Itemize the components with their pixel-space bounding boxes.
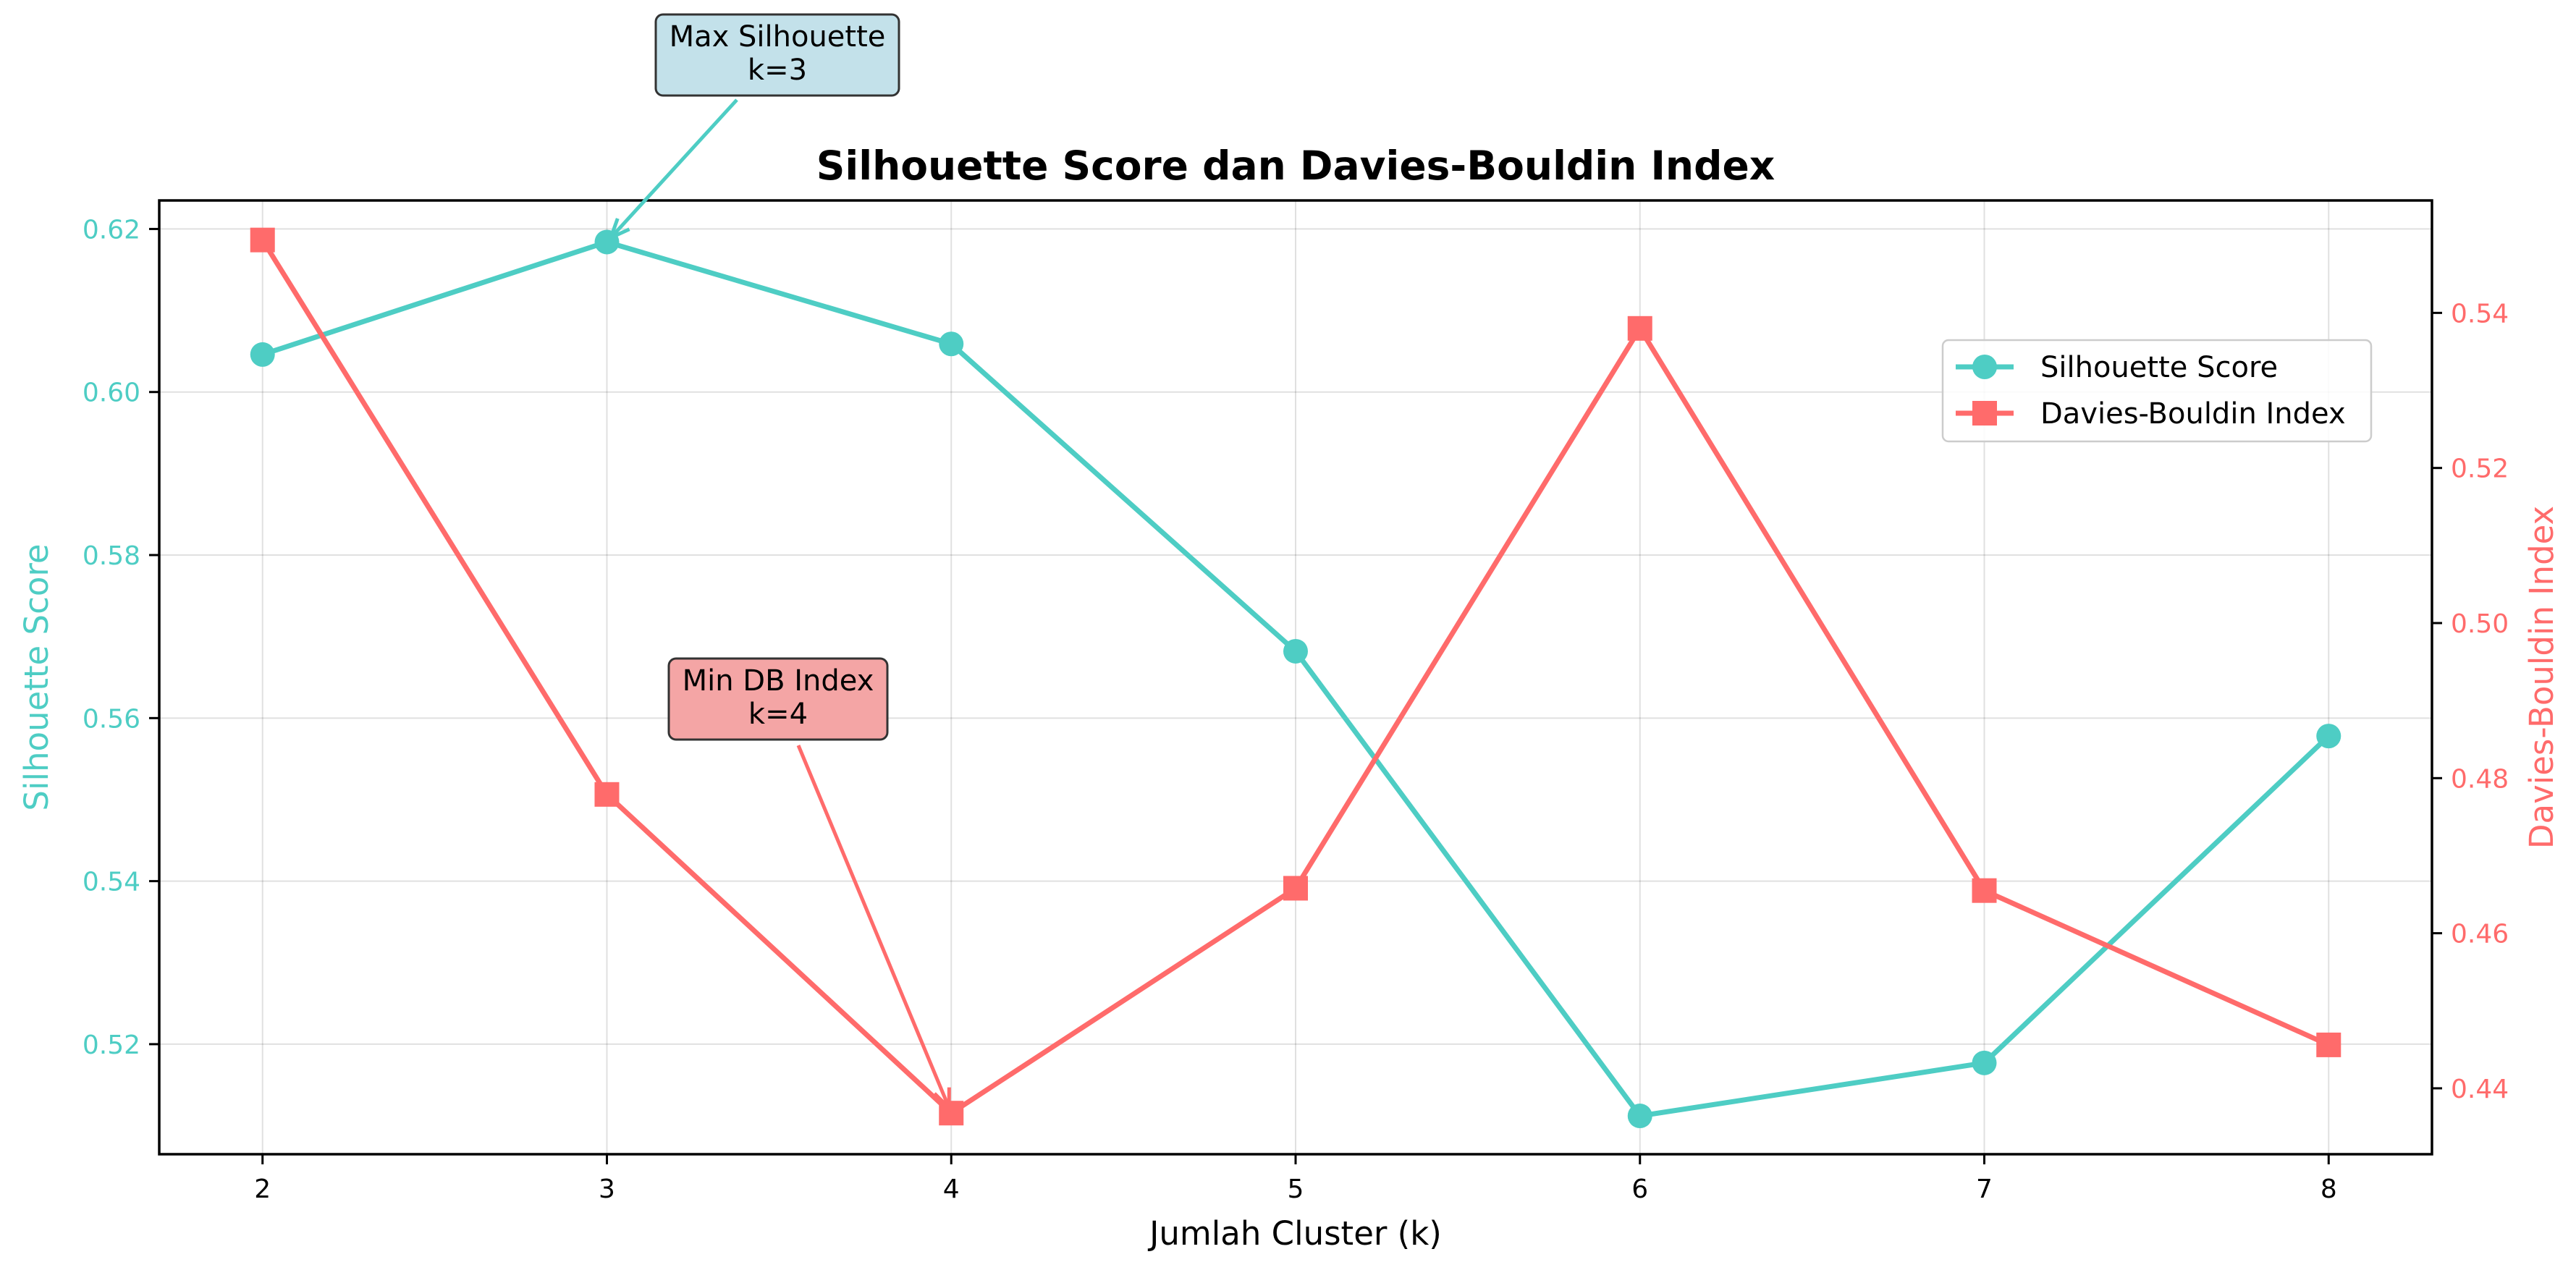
y-left-tick-label: 0.52 (83, 1030, 140, 1060)
data-point-silhouette (1627, 1104, 1652, 1129)
data-point-davies-bouldin (1972, 878, 1997, 903)
data-point-davies-bouldin (1283, 876, 1308, 901)
data-point-davies-bouldin (1627, 316, 1652, 341)
y-right-tick-label: 0.46 (2451, 920, 2509, 949)
x-axis: 2 3 4 5 6 7 8 (254, 1154, 2337, 1204)
data-point-silhouette (1283, 638, 1308, 664)
x-tick-label: 4 (943, 1174, 960, 1204)
data-point-silhouette (1972, 1050, 1997, 1075)
y-right-tick-label: 0.44 (2451, 1075, 2509, 1104)
y-left-tick-label: 0.62 (83, 215, 140, 245)
annotation-text: Min DB Index (683, 664, 874, 698)
annotation-box (654, 13, 900, 97)
x-tick-label: 2 (254, 1174, 271, 1204)
x-tick-label: 5 (1288, 1174, 1304, 1204)
y-right-tick-label: 0.48 (2451, 764, 2509, 794)
x-tick-label: 6 (1631, 1174, 1648, 1204)
data-point-davies-bouldin (250, 227, 275, 253)
annotation-arrowhead (933, 1087, 951, 1112)
data-point-davies-bouldin (939, 1101, 964, 1126)
y-left-tick-label: 0.56 (83, 704, 140, 734)
x-tick-label: 8 (2320, 1174, 2337, 1204)
x-tick-label: 7 (1976, 1174, 1993, 1204)
annotation-box (667, 657, 889, 741)
x-axis-label: Jumlah Cluster (k) (1147, 1214, 1442, 1253)
data-point-silhouette (939, 331, 964, 357)
y-left-tick-label: 0.60 (83, 378, 140, 408)
data-point-silhouette (2316, 724, 2341, 749)
annotation-text: k=4 (748, 698, 808, 731)
y-right-tick-label: 0.50 (2451, 609, 2509, 639)
annotation-text: Max Silhouette (670, 20, 886, 54)
x-tick-label: 3 (599, 1174, 615, 1204)
annotation-text: k=3 (748, 54, 807, 87)
legend-box (1941, 339, 2373, 443)
y-axis-right-label: Davies-Bouldin Index (2522, 506, 2561, 849)
y-axis-left: 0.52 0.54 0.56 0.58 0.60 0.62 (83, 215, 159, 1060)
chart-title: Silhouette Score dan Davies-Bouldin Inde… (816, 143, 1775, 189)
annotation-arrowhead (607, 218, 630, 242)
legend: Silhouette Score Davies-Bouldin Index (1941, 339, 2373, 443)
legend-entry-label: Davies-Bouldin Index (2040, 397, 2346, 431)
data-point-davies-bouldin (594, 782, 620, 807)
legend-marker-square (1972, 401, 1997, 426)
y-axis-left-label: Silhouette Score (17, 543, 56, 810)
legend-entry-label: Silhouette Score (2040, 351, 2278, 384)
data-point-davies-bouldin (2316, 1032, 2341, 1057)
y-left-tick-label: 0.54 (83, 868, 140, 897)
annotation-arrow (609, 98, 738, 240)
y-right-tick-label: 0.54 (2451, 299, 2509, 329)
y-axis-right: 0.44 0.46 0.48 0.50 0.52 0.54 (2432, 299, 2509, 1104)
y-left-tick-label: 0.58 (83, 541, 140, 571)
data-point-silhouette (250, 342, 275, 367)
annotation-arrow (796, 745, 951, 1109)
y-right-tick-label: 0.52 (2451, 454, 2509, 484)
legend-marker-circle (1972, 355, 1997, 379)
